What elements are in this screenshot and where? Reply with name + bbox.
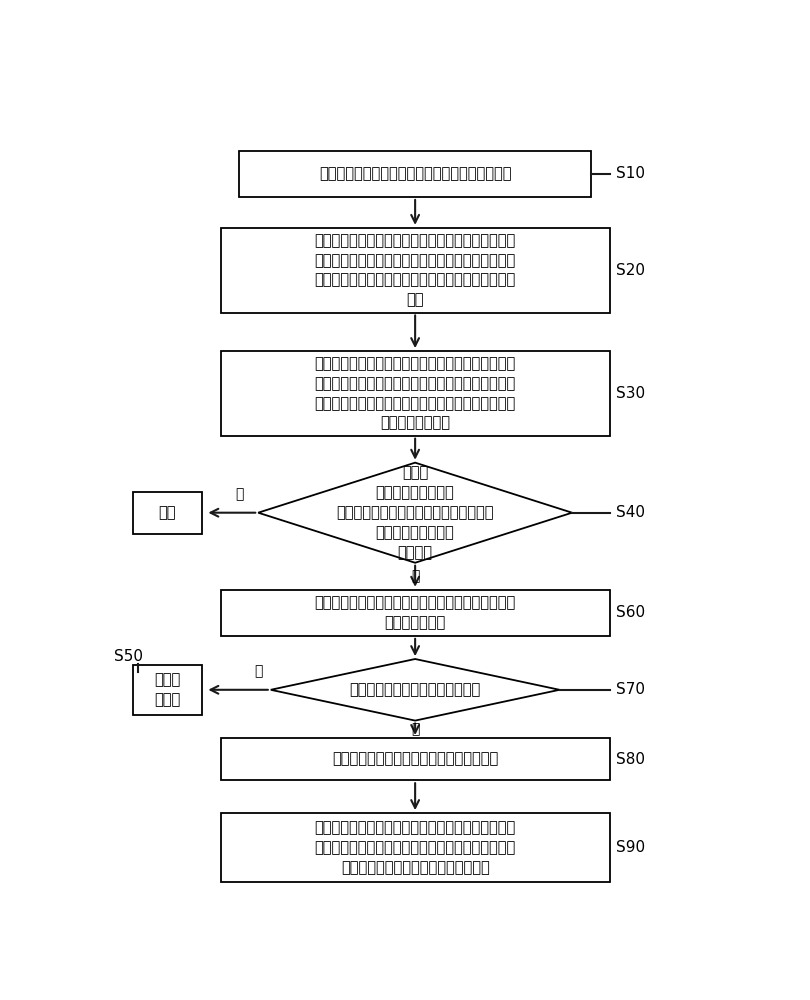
Text: 确定冷
媒故障: 确定冷 媒故障 [154,672,181,707]
Text: S40: S40 [616,505,645,520]
FancyBboxPatch shape [220,228,610,312]
Text: S10: S10 [616,166,645,181]
FancyBboxPatch shape [240,151,590,197]
Text: S50: S50 [113,649,143,664]
Text: S60: S60 [616,605,645,620]
Text: 当压缩机启动时，在压缩机持续运行第一预置时间后
，获取空调进风温度和室内换热器温度，并计算空调
进风温度与室内换热器温度之间的差值，设定为第一
温差: 当压缩机启动时，在压缩机持续运行第一预置时间后 ，获取空调进风温度和室内换热器温… [314,233,516,307]
FancyBboxPatch shape [133,492,202,534]
FancyBboxPatch shape [220,590,610,636]
Text: 是: 是 [411,569,420,583]
FancyBboxPatch shape [133,665,202,715]
Text: S80: S80 [616,752,645,767]
Text: 当记录的次数为第二阈值时，控制空调器的室内风机
由当前设定的初始风速档位降低为预置风挡运行第四
预置时间后，再次恢复到初始风速档位: 当记录的次数为第二阈值时，控制空调器的室内风机 由当前设定的初始风速档位降低为预… [314,820,516,875]
Text: S90: S90 [616,840,645,855]
Polygon shape [271,659,560,721]
Text: S30: S30 [616,386,645,401]
Text: 记录第一温差与第二温差之间的差值的绝对值小于第
三预设值的次数: 记录第一温差与第二温差之间的差值的绝对值小于第 三预设值的次数 [314,595,516,630]
Text: S70: S70 [616,682,645,697]
Text: 结束: 结束 [159,505,176,520]
FancyBboxPatch shape [220,813,610,882]
Text: 当第二
温差小于第二预设值
时，判断第一温差与第二温差之间的差值
的绝对值是否小于第
三预设值: 当第二 温差小于第二预设值 时，判断第一温差与第二温差之间的差值 的绝对值是否小… [336,466,494,560]
Text: S20: S20 [616,263,645,278]
Text: 否: 否 [254,664,262,678]
Text: 在空调器制冷或除湿运行时，判断压缩机是否启动: 在空调器制冷或除湿运行时，判断压缩机是否启动 [319,166,511,181]
FancyBboxPatch shape [220,351,610,436]
Polygon shape [258,463,572,563]
Text: 否: 否 [235,487,244,501]
Text: 当第一温差小于第一预设值时，在压缩机持续运行第
二预置时间后，获取空调进风温度和室内换热器温度
，并计算空调进风温度与室内换热器温度之间的差值
，设定为第二温差: 当第一温差小于第一预设值时，在压缩机持续运行第 二预置时间后，获取空调进风温度和… [314,356,516,431]
Text: 是: 是 [411,722,420,736]
Text: 控制压缩机停机第三预置时间后，再次启动: 控制压缩机停机第三预置时间后，再次启动 [332,752,498,767]
FancyBboxPatch shape [220,738,610,780]
Text: 判断记录的次数是否小于第一阈值: 判断记录的次数是否小于第一阈值 [349,682,481,697]
